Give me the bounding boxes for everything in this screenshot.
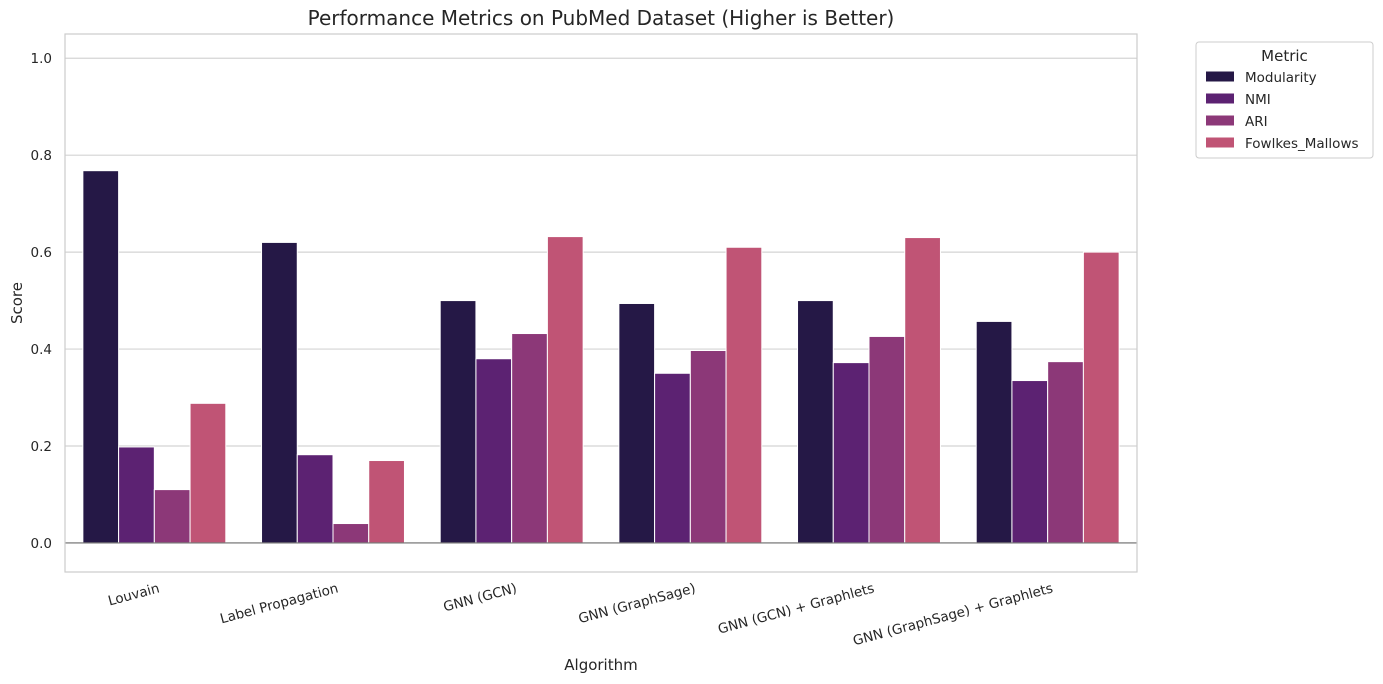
bar-nmi-5 [1011,380,1049,544]
bar-modularity-4 [797,300,834,544]
bar-nmi-0 [118,446,155,544]
legend-swatch [1206,137,1234,148]
bar-ari-2 [511,333,548,544]
x-tick-label: GNN (GraphSage) + Graphlets [851,580,1054,649]
legend-label: Modularity [1245,70,1317,86]
y-tick-label: 0.6 [31,245,52,261]
bar-modularity-5 [975,320,1013,544]
bar-nmi-2 [475,358,513,544]
x-tick-label: Label Propagation [218,580,340,627]
legend-items: Modularity NMI ARI Fowlkes_Mallows [1206,70,1359,152]
legend-swatch [1206,93,1234,104]
legend-frame [1195,41,1374,159]
bar-fowlkes-mallows-1 [368,460,405,544]
x-tick-label: GNN (GraphSage) [577,580,698,627]
legend-label: NMI [1245,92,1271,108]
x-axis-label: Algorithm [564,656,637,674]
x-tick-label: GNN (GCN) [442,580,519,615]
bar-fowlkes-mallows-5 [1082,251,1120,544]
x-tick-label: GNN (GCN) + Graphlets [716,580,876,637]
bar-fowlkes-mallows-4 [904,237,941,544]
bars-layer [65,170,1137,544]
bar-modularity-0 [82,170,120,544]
bar-modularity-1 [261,241,298,544]
bar-ari-0 [153,489,191,544]
bar-ari-5 [1047,361,1084,544]
legend: Metric Modularity NMI ARI Fowlkes_Mallows [1195,41,1374,159]
y-axis-label: Score [8,282,26,324]
legend-swatch [1206,71,1234,82]
bar-nmi-4 [832,362,870,544]
bar-fowlkes-mallows-0 [189,402,227,544]
bar-modularity-3 [618,302,656,544]
bar-fowlkes-mallows-3 [725,246,763,544]
y-tick-label: 0.0 [31,536,52,552]
bar-ari-1 [332,523,370,544]
y-tick-label: 0.4 [31,342,52,358]
legend-label: Fowlkes_Mallows [1245,136,1359,152]
bar-ari-4 [868,335,906,544]
bar-modularity-2 [439,300,477,544]
legend-label: ARI [1245,114,1268,130]
bar-ari-3 [689,349,727,544]
y-tick-label: 1.0 [31,51,52,67]
plot-frame [64,33,1138,573]
legend-swatch [1206,115,1234,126]
y-tick-label: 0.8 [31,148,52,164]
legend-title: Metric [1261,47,1308,65]
x-tick-label: Louvain [106,580,161,609]
bar-nmi-1 [296,454,334,544]
bar-nmi-3 [654,372,691,544]
bar-fowlkes-mallows-2 [546,236,584,544]
chart-title: Performance Metrics on PubMed Dataset (H… [308,6,895,30]
y-tick-label: 0.2 [31,439,52,455]
